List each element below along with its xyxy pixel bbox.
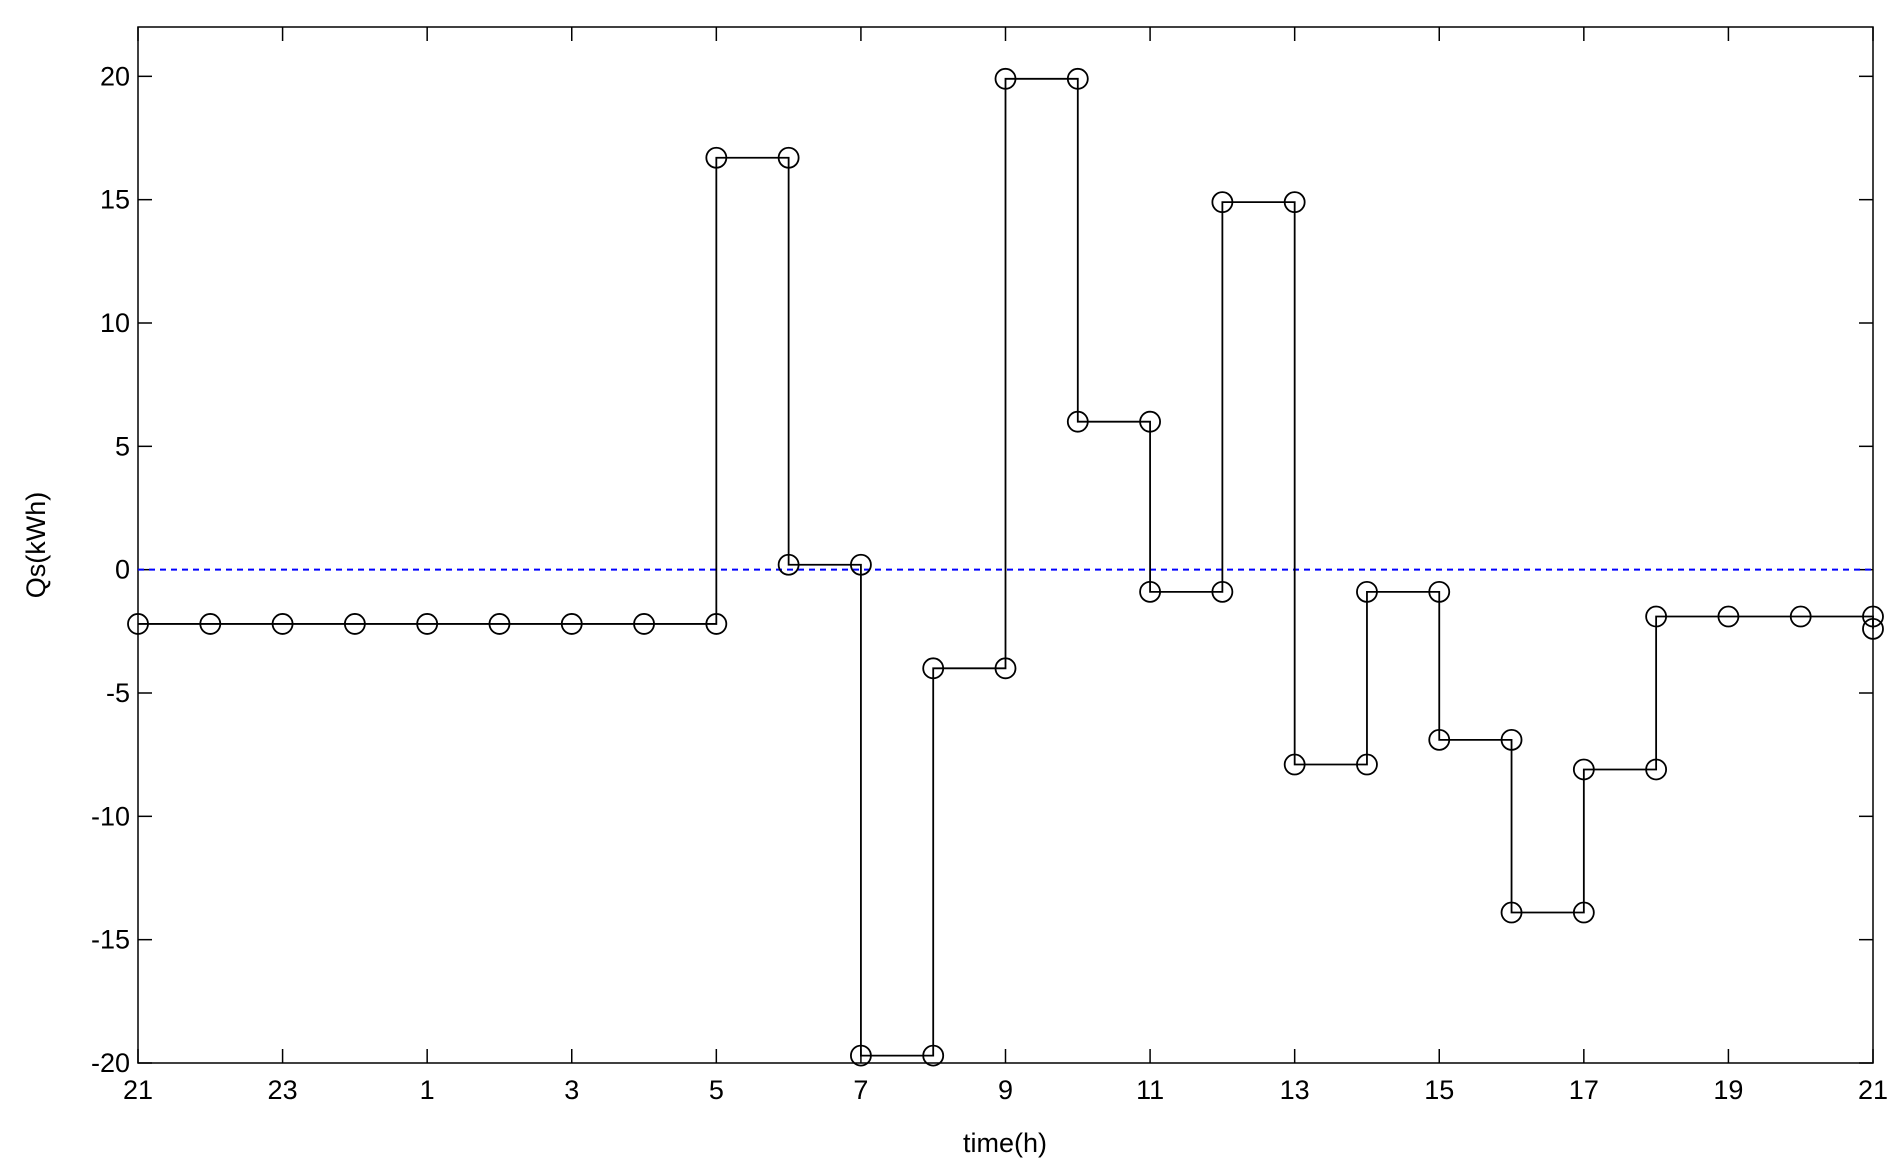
marker — [1717, 605, 1740, 628]
marker — [994, 67, 1017, 90]
marker — [994, 657, 1017, 680]
y-tick-label: 10 — [100, 308, 130, 338]
marker — [922, 1044, 945, 1067]
marker — [1572, 758, 1595, 781]
marker — [1356, 580, 1378, 603]
x-tick-label: 19 — [1713, 1075, 1743, 1105]
x-tick-label: 21 — [123, 1075, 153, 1105]
x-tick-label: 13 — [1280, 1075, 1310, 1105]
x-tick-label: 5 — [709, 1075, 724, 1105]
marker — [777, 146, 800, 169]
y-tick-label: 5 — [115, 431, 130, 461]
y-tick-label: -20 — [91, 1048, 130, 1078]
marker — [1862, 605, 1884, 628]
marker — [1500, 901, 1523, 924]
marker — [343, 613, 366, 635]
marker — [1066, 410, 1089, 433]
x-tick-label: 23 — [268, 1075, 298, 1105]
marker — [633, 613, 655, 635]
x-tick-label: 15 — [1424, 1075, 1454, 1105]
x-tick-label: 7 — [853, 1075, 868, 1105]
y-tick-label: -15 — [91, 925, 130, 955]
y-tick-label: 0 — [115, 555, 130, 585]
series-line — [138, 77, 1874, 1057]
marker — [416, 613, 439, 635]
y-tick-label: -10 — [91, 801, 130, 831]
x-tick-label: 1 — [420, 1075, 435, 1105]
marker — [1356, 753, 1378, 776]
y-tick-label: -5 — [106, 678, 130, 708]
marker — [1572, 901, 1595, 924]
x-tick-label: 21 — [1858, 1075, 1888, 1105]
marker — [850, 553, 872, 576]
marker — [1428, 580, 1451, 603]
marker — [1211, 580, 1234, 603]
marker — [488, 613, 511, 635]
x-axis-label: time(h) — [963, 1128, 1047, 1158]
marker — [199, 613, 222, 635]
y-tick-label: 15 — [100, 185, 130, 215]
marker — [127, 613, 149, 635]
marker — [1283, 753, 1306, 776]
marker — [1139, 410, 1161, 433]
y-tick-label: 20 — [100, 61, 130, 91]
marker — [850, 1044, 872, 1067]
marker — [705, 613, 728, 635]
marker — [1139, 580, 1161, 603]
x-tick-label: 3 — [564, 1075, 579, 1105]
x-tick-label: 17 — [1569, 1075, 1599, 1105]
marker — [1500, 728, 1523, 751]
x-tick-label: 9 — [998, 1075, 1013, 1105]
y-axis-label: Qs(kWh) — [21, 492, 51, 598]
marker — [1283, 191, 1306, 214]
marker — [777, 553, 800, 576]
marker — [1862, 617, 1884, 640]
marker — [1645, 758, 1668, 781]
marker — [705, 146, 728, 169]
marker — [1211, 191, 1234, 214]
marker — [922, 657, 945, 680]
marker — [1066, 67, 1089, 90]
marker — [271, 613, 294, 635]
marker — [1789, 605, 1812, 628]
marker — [1645, 605, 1668, 628]
marker — [1428, 728, 1451, 751]
x-tick-label: 11 — [1136, 1075, 1164, 1105]
marker — [560, 613, 583, 635]
